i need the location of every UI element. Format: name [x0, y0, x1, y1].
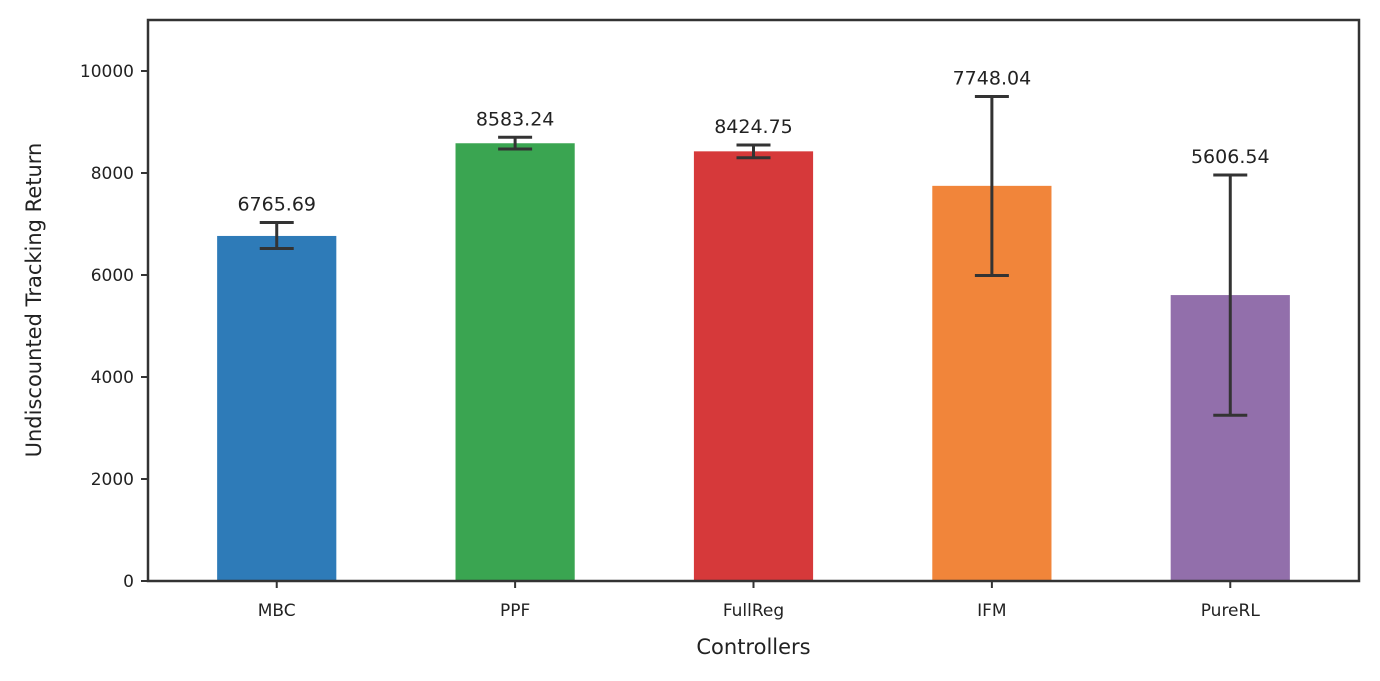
- y-tick-label: 8000: [91, 164, 134, 184]
- x-tick-label-ifm: IFM: [977, 601, 1006, 621]
- y-tick-label: 10000: [80, 62, 134, 82]
- x-tick-label-fullreg: FullReg: [723, 601, 784, 621]
- y-tick-label: 4000: [91, 368, 134, 388]
- y-tick-label: 6000: [91, 266, 134, 286]
- x-axis: MBC PPF FullReg IFM PureRL: [258, 581, 1261, 621]
- y-axis: 0 2000 4000 6000 8000 10000: [80, 62, 148, 592]
- bar-mbc: [217, 235, 337, 581]
- data-label-mbc: 6765.69: [237, 193, 316, 215]
- x-tick-label-ppf: PPF: [500, 601, 530, 621]
- error-bars-group: [259, 95, 1248, 417]
- x-axis-title: Controllers: [696, 635, 810, 659]
- x-tick-label-mbc: MBC: [258, 601, 296, 621]
- bar-fullreg: [693, 151, 814, 581]
- value-labels-group: 6765.69 8583.24 8424.75 7748.04 5606.54: [237, 68, 1269, 216]
- y-tick-label: 0: [123, 572, 134, 592]
- y-tick-label: 2000: [91, 470, 134, 490]
- bars-group: [217, 143, 1290, 581]
- data-label-ppf: 8583.24: [476, 108, 555, 130]
- bar-ppf: [455, 143, 575, 581]
- x-tick-label-purerl: PureRL: [1201, 601, 1261, 621]
- y-axis-title: Undiscounted Tracking Return: [22, 143, 46, 458]
- data-label-ifm: 7748.04: [953, 68, 1032, 90]
- data-label-fullreg: 8424.75: [714, 116, 793, 138]
- data-label-purerl: 5606.54: [1191, 146, 1270, 168]
